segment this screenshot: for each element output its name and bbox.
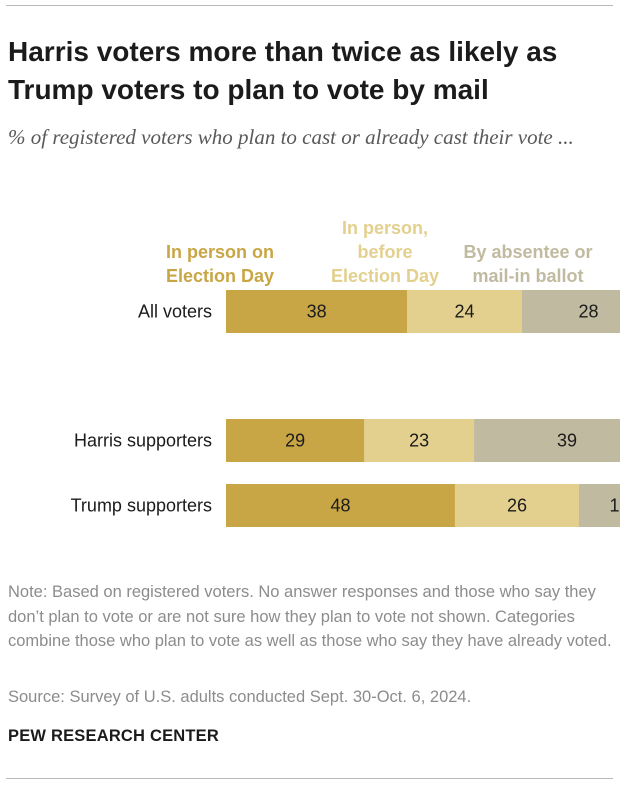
chart-note: Note: Based on registered voters. No ans… bbox=[8, 583, 612, 650]
bottom-rule bbox=[6, 778, 613, 779]
bar-trump-supporters-by-absentee-or-mail-in-ballot bbox=[578, 484, 620, 527]
stacked-bar-chart: In person on Election Day In person, before… bbox=[71, 218, 620, 527]
data-label-trump-supporters-in-person-on-election-day: 48 bbox=[330, 496, 350, 516]
top-rule bbox=[6, 5, 613, 6]
chart-source: Source: Survey of U.S. adults conducted … bbox=[8, 688, 472, 706]
legend-in-person-on-election-day: In person on Election Day bbox=[166, 242, 274, 286]
legend-line: By absentee or bbox=[463, 242, 592, 262]
chart-title: Harris voters more than twice as likely … bbox=[8, 36, 558, 105]
data-label-harris-supporters-by-absentee-or-mail-in-ballot: 39 bbox=[557, 431, 577, 451]
bar-harris-supporters-in-person-on-election-day bbox=[226, 419, 365, 462]
legend-line: mail-in ballot bbox=[472, 266, 583, 286]
bar-harris-supporters-by-absentee-or-mail-in-ballot bbox=[474, 419, 620, 462]
data-label-trump-supporters-by-absentee-or-mail-in-ballot: 17 bbox=[610, 496, 620, 516]
legend-line: In person, bbox=[342, 218, 428, 238]
bar-harris-supporters-in-person-before-election-day bbox=[364, 419, 475, 462]
bar-all-voters-in-person-on-election-day bbox=[226, 290, 408, 333]
category-label-all-voters: All voters bbox=[138, 302, 212, 322]
legend-line: Election Day bbox=[166, 266, 274, 286]
category-label-trump-supporters: Trump supporters bbox=[71, 496, 212, 516]
legend-in-person-before-election-day: In person, before Election Day bbox=[331, 218, 439, 286]
legend-by-absentee-or-mail-in-ballot: By absentee or mail-in ballot bbox=[463, 242, 592, 286]
data-label-trump-supporters-in-person-before-election-day: 26 bbox=[507, 496, 527, 516]
legend-line: In person on bbox=[166, 242, 274, 262]
category-label-harris-supporters: Harris supporters bbox=[74, 431, 212, 451]
bar-all-voters-in-person-before-election-day bbox=[407, 290, 522, 333]
data-label-all-voters-in-person-before-election-day: 24 bbox=[454, 302, 474, 322]
data-label-harris-supporters-in-person-on-election-day: 29 bbox=[285, 431, 305, 451]
bar-trump-supporters-in-person-on-election-day bbox=[226, 484, 455, 527]
legend-line: before bbox=[357, 242, 412, 262]
chart-subtitle: % of registered voters who plan to cast … bbox=[8, 125, 574, 149]
legend-line: Election Day bbox=[331, 266, 439, 286]
data-label-harris-supporters-in-person-before-election-day: 23 bbox=[409, 431, 429, 451]
bar-all-voters-by-absentee-or-mail-in-ballot bbox=[521, 290, 620, 333]
data-label-all-voters-in-person-on-election-day: 38 bbox=[307, 302, 327, 322]
brand-name: PEW RESEARCH CENTER bbox=[8, 727, 219, 745]
bar-trump-supporters-in-person-before-election-day bbox=[454, 484, 579, 527]
data-label-all-voters-by-absentee-or-mail-in-ballot: 28 bbox=[579, 302, 599, 322]
